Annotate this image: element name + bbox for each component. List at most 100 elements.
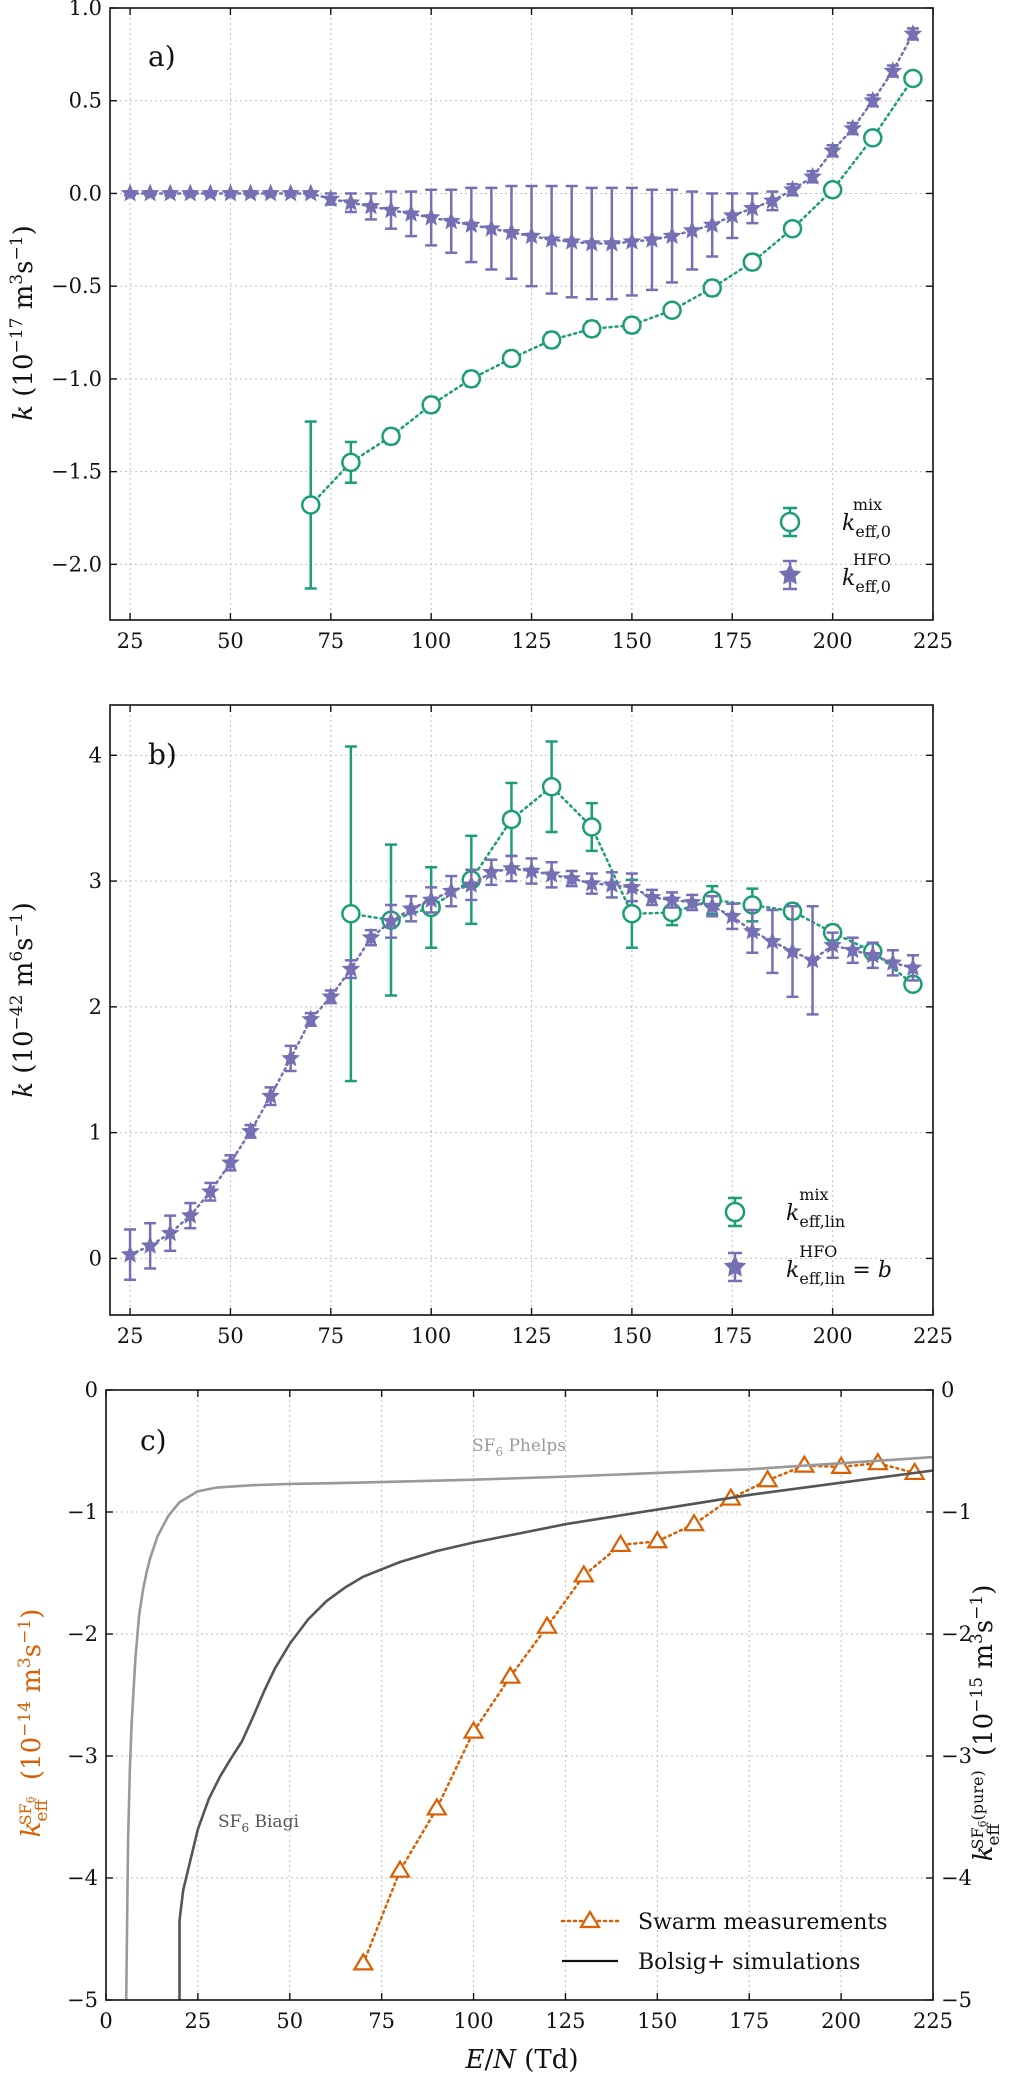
x-tick-label: 200	[813, 1324, 853, 1348]
data-point	[883, 953, 903, 971]
data-point	[542, 230, 561, 248]
data-point	[201, 1181, 220, 1200]
data-point	[582, 873, 602, 892]
panel-b: 25 50 75 100 125 150 175 200 225 0 1 2 3 4	[89, 704, 953, 1348]
y-tick-label: −1	[67, 1500, 98, 1524]
data-point	[140, 1236, 160, 1254]
y-axis-label-c-left: keffSF6 (10−14 m3s−1)	[15, 1609, 52, 1838]
data-point	[381, 911, 401, 930]
y-tick-label: −2	[67, 1622, 98, 1646]
data-point	[622, 231, 642, 250]
x-tick-label: 50	[276, 2009, 303, 2033]
data-point	[341, 452, 361, 473]
data-point	[662, 300, 682, 321]
data-point	[662, 226, 682, 245]
data-point	[421, 395, 441, 415]
x-tick-label: 0	[99, 2009, 112, 2033]
data-point	[822, 179, 843, 200]
data-point	[582, 319, 602, 339]
data-point	[642, 887, 662, 906]
data-point	[722, 205, 742, 224]
legend-text-mix-a: keff,0mix	[842, 495, 891, 541]
y-tick-label: −3	[67, 1744, 98, 1768]
data-point	[361, 196, 381, 215]
data-point	[683, 1513, 706, 1532]
x-tick-label: 25	[185, 2009, 212, 2033]
y-tick-label: 0	[89, 1246, 102, 1270]
data-point	[462, 1720, 485, 1739]
series-line	[128, 32, 915, 245]
data-point	[160, 183, 180, 202]
series-line	[124, 1455, 934, 2001]
data-point	[261, 1086, 280, 1105]
y-tick-label-right: −5	[941, 1988, 972, 2012]
x-tick-label: 150	[612, 1324, 652, 1348]
data-point	[180, 183, 200, 202]
data-point	[536, 1615, 559, 1634]
data-point	[401, 898, 421, 917]
phelps-label: SF6 Phelps	[472, 1436, 566, 1459]
y-tick-label-right: −4	[941, 1866, 972, 1890]
panel-label-c: c)	[140, 1424, 167, 1457]
data-point	[401, 204, 421, 222]
data-point	[743, 198, 762, 217]
data-point	[461, 215, 481, 233]
panel-label-b: b)	[148, 738, 177, 771]
data-point	[609, 1533, 632, 1553]
data-point	[300, 495, 321, 515]
data-point	[281, 1048, 300, 1067]
y-tick-label: −5	[67, 1988, 98, 2012]
data-point	[763, 931, 782, 950]
y-tick-label: 0.0	[69, 181, 102, 205]
legend-marker-hfo-a	[778, 559, 802, 591]
data-point	[843, 940, 863, 959]
data-point	[756, 1469, 779, 1488]
legend-text-bolsig: Bolsig+ simulations	[638, 1950, 860, 1975]
x-tick-label: 175	[729, 2009, 769, 2033]
y-axis-label-b: k (10−42 m6s−1)	[7, 902, 39, 1097]
y-tick-label: 1	[89, 1121, 102, 1145]
data-point	[763, 191, 782, 209]
panel-label-a: a)	[148, 40, 176, 73]
plot-frame	[109, 704, 934, 1316]
x-tick-label: 50	[217, 629, 244, 653]
data-point	[120, 1244, 140, 1263]
legend-text-mix-b: keff,linmix	[786, 1185, 845, 1231]
data-point	[341, 192, 361, 211]
data-point	[903, 24, 923, 42]
biagi-label: SF6 Biagi	[218, 1812, 299, 1835]
data-point	[499, 1665, 522, 1684]
legend-marker-mix-a	[779, 506, 801, 538]
y-axis-label-c-right: keffSF6(pure) (10−15 m3s−1)	[967, 1585, 1004, 1862]
data-point	[702, 278, 722, 298]
data-point	[201, 183, 220, 202]
data-point	[803, 950, 822, 969]
y-tick-label: 0	[85, 1378, 98, 1402]
data-point	[140, 183, 160, 202]
legend-text-swarm: Swarm measurements	[638, 1910, 888, 1935]
legend-c: Swarm measurements Bolsig+ simulations	[560, 1909, 888, 1975]
data-point	[602, 233, 622, 252]
data-point	[682, 892, 702, 911]
data-point	[321, 986, 341, 1005]
x-tick-label: 200	[813, 629, 853, 653]
data-point	[642, 230, 662, 248]
data-point	[622, 315, 642, 335]
data-point	[702, 215, 722, 233]
data-point	[582, 817, 602, 837]
y-tick-label: 4	[89, 743, 102, 767]
data-point	[582, 233, 602, 252]
data-point	[425, 1797, 448, 1816]
legend-a: keff,0mix keff,0HFO	[778, 495, 891, 596]
data-point	[742, 252, 763, 272]
data-point	[160, 1223, 180, 1242]
data-point	[421, 207, 441, 226]
data-point	[441, 211, 461, 230]
data-point	[301, 1009, 321, 1028]
x-tick-label: 125	[511, 629, 551, 653]
data-point	[381, 200, 401, 219]
y-axis-label-a: k (10−17 m3s−1)	[7, 225, 39, 420]
data-point	[782, 218, 803, 239]
data-point	[783, 941, 802, 960]
data-point	[783, 179, 802, 198]
